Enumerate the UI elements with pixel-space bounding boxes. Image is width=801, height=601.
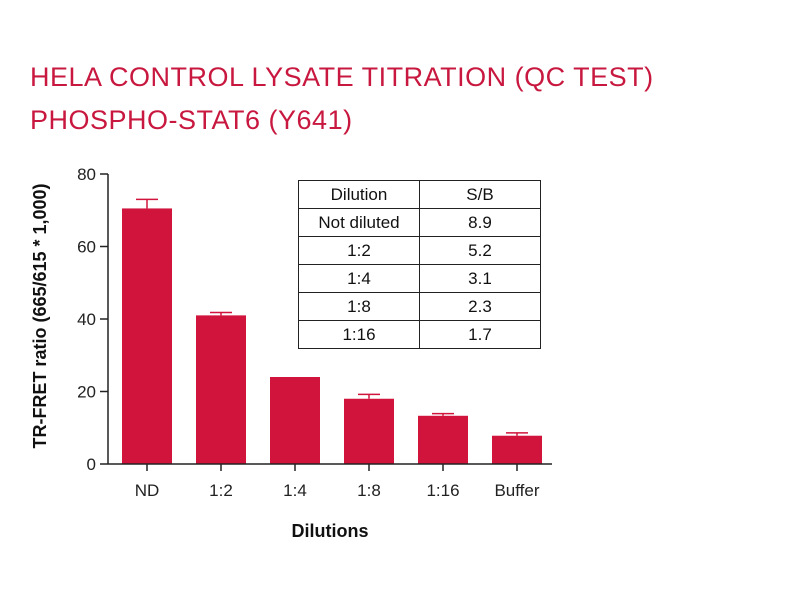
y-axis-title: TR-FRET ratio (665/615 * 1,000) xyxy=(30,183,50,448)
x-ticks-group: ND 1:2 1:4 1:8 1:16 Buffer xyxy=(135,464,540,500)
y-tick-label: 60 xyxy=(77,238,96,257)
table-cell-sb: 2.3 xyxy=(419,292,541,321)
bar-1-8 xyxy=(344,398,394,464)
bar-buffer xyxy=(492,435,542,464)
error-bar xyxy=(358,393,380,399)
bars-group xyxy=(122,208,542,464)
column-header-sb: S/B xyxy=(419,180,541,209)
table-cell-sb: 5.2 xyxy=(419,236,541,265)
chart-title-line-2: PHOSPHO-STAT6 (Y641) xyxy=(30,105,353,135)
error-bar xyxy=(210,311,232,316)
y-tick-label: 80 xyxy=(77,165,96,184)
table-cell-sb: 8.9 xyxy=(419,208,541,237)
bar-1-16 xyxy=(418,415,468,464)
error-bars-group xyxy=(136,198,528,436)
table-cell-dilution: 1:8 xyxy=(298,292,420,321)
error-bar xyxy=(432,412,454,416)
table-cell-dilution: 1:16 xyxy=(298,320,420,349)
table-row: 1:2 5.2 xyxy=(298,236,541,265)
signal-to-background-table: Dilution S/B Not diluted 8.9 1:2 5.2 1:4… xyxy=(298,180,541,349)
table-row: 1:8 2.3 xyxy=(298,292,541,321)
chart-title-line-1: HELA CONTROL LYSATE TITRATION (QC TEST) xyxy=(30,62,654,92)
x-tick-label: ND xyxy=(135,481,160,500)
x-tick-label: 1:2 xyxy=(209,481,233,500)
bar-nd xyxy=(122,208,172,464)
table-row: Not diluted 8.9 xyxy=(298,208,541,237)
y-ticks-group: 0 20 40 60 80 xyxy=(77,165,108,474)
x-tick-label: 1:4 xyxy=(283,481,307,500)
table-cell-dilution: Not diluted xyxy=(298,208,420,237)
y-tick-label: 40 xyxy=(77,310,96,329)
table-row: 1:4 3.1 xyxy=(298,264,541,293)
x-tick-label: Buffer xyxy=(494,481,539,500)
bar-1-2 xyxy=(196,315,246,464)
table-header-row: Dilution S/B xyxy=(298,180,541,209)
table-cell-dilution: 1:2 xyxy=(298,236,420,265)
table-cell-sb: 1.7 xyxy=(419,320,541,349)
x-axis-title: Dilutions xyxy=(292,521,369,541)
x-tick-label: 1:8 xyxy=(357,481,381,500)
error-bar xyxy=(136,198,158,209)
column-header-dilution: Dilution xyxy=(298,180,420,209)
y-tick-label: 20 xyxy=(77,383,96,402)
table-cell-sb: 3.1 xyxy=(419,264,541,293)
y-tick-label: 0 xyxy=(87,455,96,474)
x-tick-label: 1:16 xyxy=(426,481,459,500)
bar-1-4 xyxy=(270,377,320,464)
table-row: 1:16 1.7 xyxy=(298,320,541,349)
table-cell-dilution: 1:4 xyxy=(298,264,420,293)
error-bar xyxy=(506,432,528,436)
